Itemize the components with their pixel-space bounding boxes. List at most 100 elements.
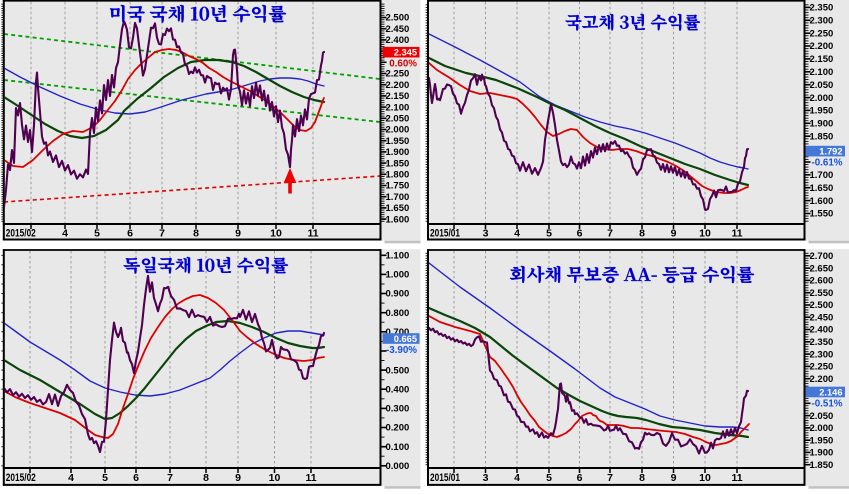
svg-text:1.550: 1.550	[810, 209, 834, 220]
svg-text:7: 7	[167, 472, 173, 484]
svg-text:3: 3	[483, 472, 489, 484]
svg-text:2.550: 2.550	[810, 288, 834, 299]
svg-text:1.900: 1.900	[810, 119, 834, 130]
svg-text:1.950: 1.950	[810, 106, 834, 117]
svg-text:11: 11	[731, 472, 742, 484]
svg-text:7: 7	[607, 228, 613, 240]
svg-text:5: 5	[102, 472, 108, 484]
svg-text:1.600: 1.600	[386, 214, 410, 225]
svg-text:4: 4	[514, 228, 520, 240]
svg-text:2.400: 2.400	[386, 35, 410, 46]
svg-text:9: 9	[235, 472, 241, 484]
svg-text:2.000: 2.000	[810, 423, 834, 434]
svg-text:1.850: 1.850	[386, 158, 410, 169]
svg-text:2.050: 2.050	[810, 80, 834, 91]
svg-text:2015/01: 2015/01	[430, 228, 460, 240]
svg-text:1.750: 1.750	[386, 181, 410, 192]
svg-text:2.150: 2.150	[386, 91, 410, 102]
svg-text:1.700: 1.700	[386, 192, 410, 203]
svg-text:1.900: 1.900	[386, 147, 410, 158]
svg-text:2.146: 2.146	[819, 387, 842, 397]
svg-text:2.250: 2.250	[810, 362, 834, 373]
svg-text:10: 10	[269, 472, 281, 484]
svg-text:6: 6	[127, 228, 133, 240]
svg-text:0.300: 0.300	[386, 404, 410, 415]
svg-text:10: 10	[270, 228, 282, 240]
svg-text:1.650: 1.650	[386, 203, 410, 214]
svg-text:11: 11	[305, 472, 316, 484]
svg-text:6: 6	[577, 472, 583, 484]
svg-text:2015/01: 2015/01	[430, 472, 460, 484]
svg-text:2.650: 2.650	[810, 263, 834, 274]
svg-text:0.000: 0.000	[386, 461, 410, 472]
svg-text:5: 5	[94, 228, 100, 240]
svg-text:8: 8	[203, 472, 209, 484]
svg-text:2.345: 2.345	[394, 48, 417, 58]
svg-text:2.000: 2.000	[386, 125, 410, 136]
svg-text:1.950: 1.950	[810, 435, 834, 446]
svg-text:11: 11	[307, 228, 318, 240]
svg-text:2.300: 2.300	[810, 349, 834, 360]
svg-text:5: 5	[546, 228, 552, 240]
svg-text:0.400: 0.400	[386, 384, 410, 395]
svg-text:2.700: 2.700	[810, 251, 834, 262]
svg-text:0.800: 0.800	[386, 308, 410, 319]
svg-text:2.150: 2.150	[810, 54, 834, 65]
svg-text:9: 9	[235, 228, 241, 240]
svg-text:6: 6	[133, 472, 139, 484]
svg-text:2.450: 2.450	[810, 312, 834, 323]
svg-text:0.200: 0.200	[386, 423, 410, 434]
svg-text:2.500: 2.500	[386, 13, 410, 24]
svg-text:1.950: 1.950	[386, 136, 410, 147]
svg-text:5: 5	[546, 472, 552, 484]
svg-text:2.600: 2.600	[810, 276, 834, 287]
svg-text:8: 8	[639, 228, 645, 240]
svg-text:7: 7	[607, 472, 613, 484]
svg-text:2.250: 2.250	[810, 28, 834, 39]
svg-text:1.700: 1.700	[810, 170, 834, 181]
svg-text:2.400: 2.400	[810, 325, 834, 336]
svg-text:2.100: 2.100	[386, 102, 410, 113]
svg-text:4: 4	[62, 228, 68, 240]
svg-text:0.60%: 0.60%	[389, 59, 417, 70]
svg-text:9: 9	[671, 228, 677, 240]
svg-text:1.850: 1.850	[810, 460, 834, 471]
svg-text:1.800: 1.800	[386, 170, 410, 181]
svg-text:0.900: 0.900	[386, 289, 410, 300]
svg-text:2.200: 2.200	[386, 80, 410, 91]
svg-text:1.000: 1.000	[386, 270, 410, 281]
svg-text:-3.90%: -3.90%	[386, 345, 417, 356]
svg-text:4: 4	[514, 472, 520, 484]
svg-text:2.200: 2.200	[810, 374, 834, 385]
svg-text:1.900: 1.900	[810, 448, 834, 459]
svg-text:1.850: 1.850	[810, 131, 834, 142]
svg-text:1.650: 1.650	[810, 183, 834, 194]
svg-text:11: 11	[731, 228, 742, 240]
svg-text:10: 10	[699, 472, 711, 484]
svg-text:2.300: 2.300	[810, 16, 834, 27]
svg-text:4: 4	[68, 472, 74, 484]
svg-text:1.600: 1.600	[810, 196, 834, 207]
svg-text:2.050: 2.050	[810, 411, 834, 422]
svg-text:2.500: 2.500	[810, 300, 834, 311]
svg-text:9: 9	[671, 472, 677, 484]
svg-text:0.500: 0.500	[386, 365, 410, 376]
svg-text:6: 6	[577, 228, 583, 240]
svg-text:0.665: 0.665	[394, 334, 417, 344]
svg-text:2.250: 2.250	[386, 69, 410, 80]
svg-text:10: 10	[699, 228, 711, 240]
svg-text:2015/02: 2015/02	[6, 472, 36, 484]
svg-text:2.350: 2.350	[810, 3, 834, 14]
svg-text:0.100: 0.100	[386, 442, 410, 453]
svg-text:1.100: 1.100	[386, 251, 410, 262]
svg-text:2015/02: 2015/02	[6, 228, 36, 240]
svg-text:2.450: 2.450	[386, 24, 410, 35]
svg-text:2.350: 2.350	[810, 337, 834, 348]
svg-text:8: 8	[193, 228, 199, 240]
svg-text:2.100: 2.100	[810, 67, 834, 78]
svg-text:2.050: 2.050	[386, 114, 410, 125]
svg-text:8: 8	[639, 472, 645, 484]
svg-text:-0.61%: -0.61%	[811, 158, 842, 169]
svg-text:1.792: 1.792	[819, 147, 842, 157]
svg-text:2.200: 2.200	[810, 41, 834, 52]
